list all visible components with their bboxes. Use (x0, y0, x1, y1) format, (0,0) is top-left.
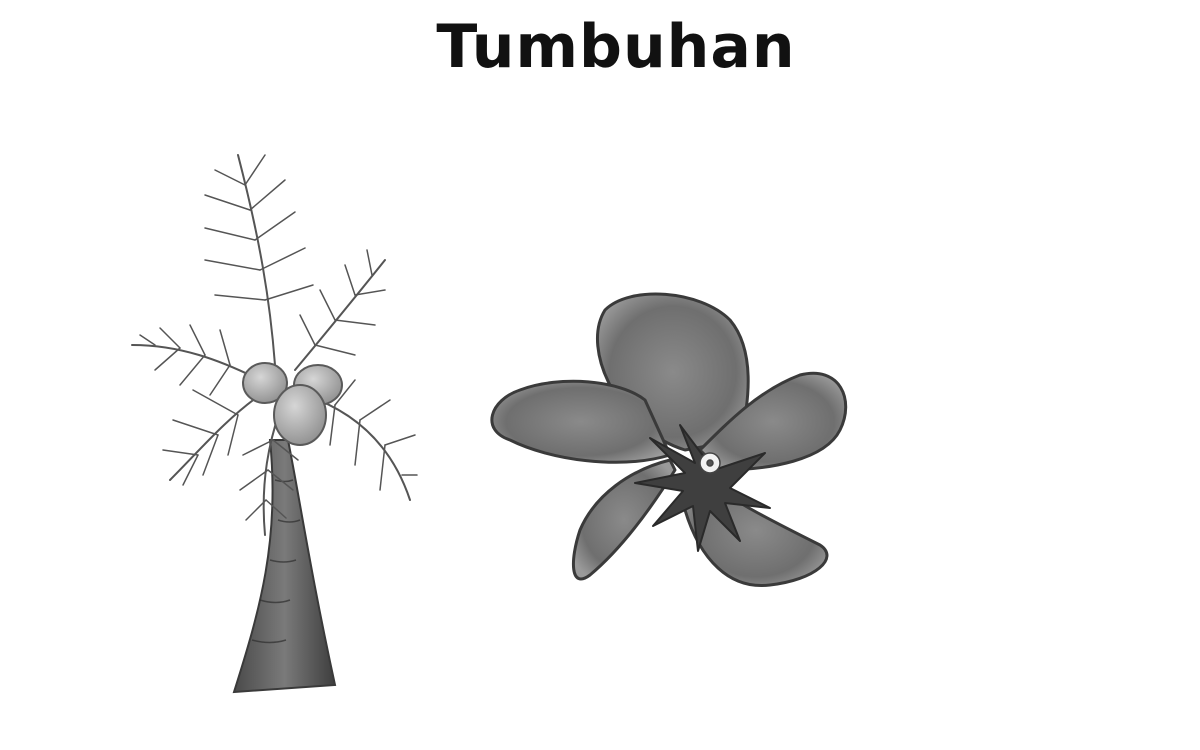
flower-center (634, 424, 771, 552)
flower-petals (490, 292, 848, 588)
coconut-palm-illustration (131, 154, 418, 694)
hibiscus-flower-illustration (490, 292, 848, 588)
palm-trunk (232, 439, 337, 694)
page-title: Tumbuhan (436, 12, 796, 82)
coconuts (242, 362, 343, 446)
flower-stamen (699, 452, 721, 474)
